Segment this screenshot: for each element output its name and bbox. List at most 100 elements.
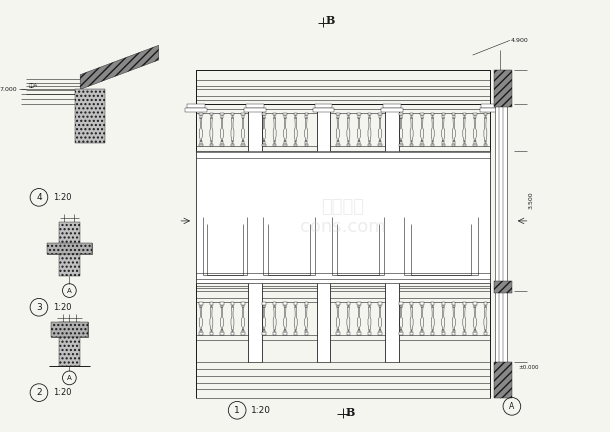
Bar xyxy=(462,113,466,115)
Bar xyxy=(199,113,203,115)
Bar xyxy=(386,104,399,362)
Bar xyxy=(336,113,340,115)
Bar xyxy=(264,115,265,118)
Bar xyxy=(336,302,340,305)
Bar xyxy=(220,302,224,305)
Bar xyxy=(474,141,476,144)
Bar xyxy=(411,305,412,307)
Bar xyxy=(348,330,349,333)
Bar xyxy=(284,144,287,146)
Bar xyxy=(220,333,224,335)
Bar xyxy=(337,305,339,307)
Text: 1:20: 1:20 xyxy=(52,193,71,202)
Bar xyxy=(221,305,223,307)
Bar xyxy=(336,144,340,146)
Bar xyxy=(294,113,298,115)
Bar xyxy=(273,302,276,305)
Text: 3.500: 3.500 xyxy=(528,191,534,209)
Bar xyxy=(187,104,205,108)
Bar xyxy=(274,115,275,118)
Bar xyxy=(442,115,444,118)
Bar xyxy=(357,144,361,146)
Bar xyxy=(400,305,402,307)
Bar xyxy=(464,115,465,118)
Bar xyxy=(431,113,434,115)
Bar xyxy=(400,115,402,118)
Bar xyxy=(494,281,512,292)
Bar xyxy=(231,113,234,115)
Bar xyxy=(304,144,308,146)
Bar xyxy=(221,141,223,144)
Bar xyxy=(294,302,298,305)
Bar xyxy=(432,115,434,118)
Bar xyxy=(232,141,233,144)
Bar xyxy=(315,278,332,283)
Bar xyxy=(295,141,296,144)
Bar xyxy=(220,113,224,115)
Bar xyxy=(295,305,296,307)
Bar xyxy=(306,305,307,307)
Bar xyxy=(422,330,423,333)
Text: 1:20: 1:20 xyxy=(52,388,71,397)
Bar xyxy=(47,244,92,254)
Bar xyxy=(264,305,265,307)
Bar xyxy=(452,302,456,305)
Bar xyxy=(284,113,287,115)
Bar xyxy=(75,89,105,143)
Bar xyxy=(368,113,371,115)
Bar xyxy=(242,330,244,333)
Bar xyxy=(274,305,275,307)
Bar xyxy=(453,115,454,118)
Bar xyxy=(379,330,381,333)
Bar xyxy=(242,333,245,335)
Bar xyxy=(453,330,454,333)
Bar xyxy=(368,330,370,333)
Bar xyxy=(221,330,223,333)
Bar xyxy=(452,113,456,115)
Bar xyxy=(479,108,501,112)
Text: 1:20: 1:20 xyxy=(251,406,271,415)
Bar xyxy=(453,141,454,144)
Bar xyxy=(246,278,264,283)
Bar xyxy=(411,115,412,118)
Bar xyxy=(337,141,339,144)
Bar xyxy=(411,330,412,333)
Bar xyxy=(473,333,476,335)
Bar xyxy=(315,104,332,108)
Bar xyxy=(358,115,360,118)
Bar xyxy=(273,113,276,115)
Bar xyxy=(304,302,308,305)
Text: B: B xyxy=(326,15,335,26)
Bar xyxy=(348,305,349,307)
Bar xyxy=(242,302,245,305)
Bar xyxy=(452,333,456,335)
Bar xyxy=(494,70,512,107)
Text: 屋脊A: 屋脊A xyxy=(29,83,38,89)
Bar xyxy=(484,333,487,335)
Bar xyxy=(295,115,296,118)
Bar xyxy=(381,108,403,112)
Bar xyxy=(442,141,444,144)
Bar xyxy=(262,333,266,335)
Bar xyxy=(357,113,361,115)
Text: ±0.000: ±0.000 xyxy=(518,365,539,370)
Bar xyxy=(462,333,466,335)
Bar xyxy=(210,305,212,307)
Bar xyxy=(400,113,403,115)
Bar xyxy=(400,330,402,333)
Bar xyxy=(274,330,275,333)
Bar xyxy=(358,330,360,333)
Bar xyxy=(337,115,339,118)
Text: 7.000: 7.000 xyxy=(0,87,17,92)
Bar xyxy=(348,115,349,118)
Bar xyxy=(368,305,370,307)
Text: 1: 1 xyxy=(234,406,240,415)
Bar xyxy=(262,302,266,305)
Bar xyxy=(348,141,349,144)
Bar xyxy=(264,141,265,144)
Bar xyxy=(231,333,234,335)
Text: 1:20: 1:20 xyxy=(52,303,71,312)
Bar xyxy=(474,330,476,333)
Bar xyxy=(462,144,466,146)
Bar xyxy=(485,115,486,118)
